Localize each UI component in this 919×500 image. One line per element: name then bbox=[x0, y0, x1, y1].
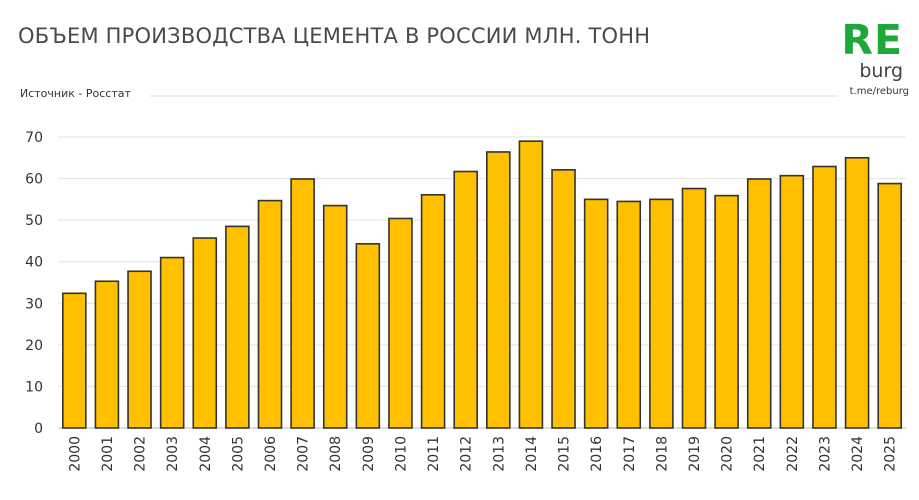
bar-2022 bbox=[779, 174, 805, 429]
chart-title: ОБЪЕМ ПРОИЗВОДСТВА ЦЕМЕНТА В РОССИИ МЛН.… bbox=[18, 24, 651, 48]
x-tick-label: 2011 bbox=[426, 436, 442, 472]
x-tick-label: 2025 bbox=[883, 436, 899, 472]
logo-sub-text: burg bbox=[859, 60, 903, 82]
x-tick-label: 2006 bbox=[263, 436, 279, 472]
bar-2009 bbox=[355, 243, 381, 429]
logo-link[interactable]: t.me/reburg bbox=[849, 86, 909, 97]
x-tick-label: 2003 bbox=[165, 436, 181, 472]
x-tick-label: 2010 bbox=[393, 436, 409, 472]
bar-2014 bbox=[518, 140, 544, 429]
x-tick-label: 2018 bbox=[654, 436, 670, 472]
bar-2001 bbox=[94, 280, 120, 429]
bar-2023 bbox=[812, 165, 837, 429]
x-tick-label: 2022 bbox=[785, 436, 801, 472]
source-label: Источник - Росстат bbox=[20, 87, 131, 100]
bar-2002 bbox=[127, 270, 152, 429]
bar-2020 bbox=[714, 194, 739, 429]
y-tick-label: 30 bbox=[25, 296, 43, 312]
x-tick-label: 2007 bbox=[296, 436, 312, 472]
x-tick-label: 2009 bbox=[361, 436, 377, 472]
x-tick-label: 2001 bbox=[100, 436, 116, 472]
bar-2021 bbox=[746, 178, 772, 429]
x-tick-label: 2012 bbox=[459, 436, 475, 472]
grid-lines bbox=[58, 136, 906, 429]
y-tick-label: 70 bbox=[25, 130, 43, 146]
x-axis-tick-labels: 2000 2001 2002 2003 2004 2005 2006 2007 2008 2009… bbox=[67, 436, 898, 472]
bar-2018 bbox=[649, 198, 674, 429]
bar-2013 bbox=[486, 151, 511, 429]
x-tick-label: 2016 bbox=[589, 436, 605, 472]
x-tick-label: 2005 bbox=[230, 436, 246, 472]
bar-2024 bbox=[844, 156, 870, 429]
logo-main-text: RE bbox=[841, 16, 903, 64]
bar-2007 bbox=[290, 178, 315, 429]
x-tick-label: 2002 bbox=[133, 436, 149, 472]
bar-2016 bbox=[583, 198, 609, 429]
bar-2011 bbox=[420, 193, 446, 429]
x-tick-label: 2017 bbox=[622, 436, 638, 472]
y-tick-label: 10 bbox=[25, 379, 43, 395]
x-tick-label: 2015 bbox=[557, 436, 573, 472]
y-axis-tick-labels: 0 10 20 30 40 50 60 70 bbox=[25, 130, 43, 437]
x-tick-label: 2020 bbox=[720, 436, 736, 472]
bar-2006 bbox=[257, 199, 283, 429]
x-tick-label: 2024 bbox=[850, 436, 866, 472]
bar-2012 bbox=[453, 170, 478, 429]
x-tick-label: 2008 bbox=[328, 436, 344, 472]
bar-2015 bbox=[551, 169, 576, 429]
y-tick-label: 0 bbox=[34, 421, 43, 437]
y-tick-label: 20 bbox=[25, 338, 43, 354]
bar-2005 bbox=[225, 225, 250, 429]
bar-2019 bbox=[681, 187, 707, 429]
y-tick-label: 40 bbox=[25, 255, 43, 271]
bar-2008 bbox=[322, 204, 348, 429]
bar-2000 bbox=[62, 292, 87, 429]
x-tick-label: 2004 bbox=[198, 436, 214, 472]
x-tick-label: 2019 bbox=[687, 436, 703, 472]
x-tick-label: 2000 bbox=[67, 436, 83, 472]
x-tick-label: 2023 bbox=[817, 436, 833, 472]
bars bbox=[62, 140, 902, 429]
y-tick-label: 60 bbox=[25, 172, 43, 188]
logo[interactable]: RE burg t.me/reburg bbox=[819, 20, 909, 99]
bar-2003 bbox=[159, 256, 185, 429]
bar-2025 bbox=[877, 182, 902, 429]
bar-2010 bbox=[388, 217, 413, 429]
x-tick-label: 2014 bbox=[524, 436, 540, 472]
y-tick-label: 50 bbox=[25, 213, 43, 229]
bar-2004 bbox=[192, 237, 218, 429]
bar-2017 bbox=[616, 200, 642, 429]
x-tick-label: 2021 bbox=[752, 436, 768, 472]
x-tick-label: 2013 bbox=[491, 436, 507, 472]
